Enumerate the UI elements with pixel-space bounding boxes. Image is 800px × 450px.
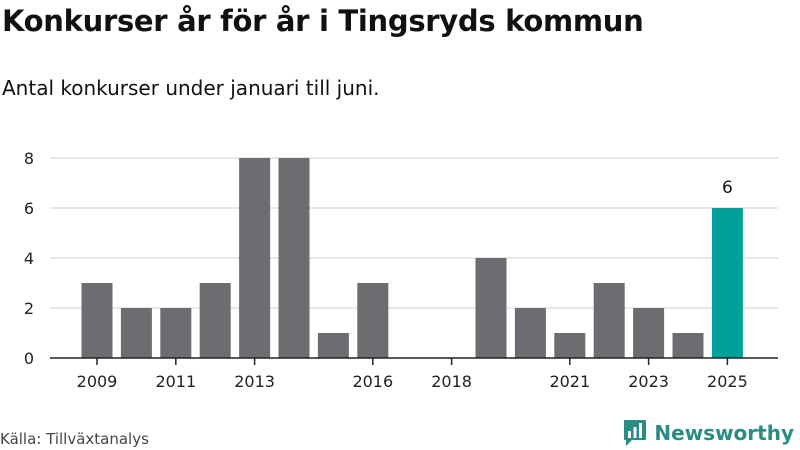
newsworthy-bar-chart-logo-icon <box>624 420 647 446</box>
y-tick-label: 0 <box>24 349 34 368</box>
y-tick-label: 4 <box>24 249 34 268</box>
bar <box>475 258 507 358</box>
x-tick-label: 2016 <box>352 372 393 391</box>
x-tick-label: 2013 <box>234 372 275 391</box>
brand-name: Newsworthy <box>654 421 794 445</box>
bar <box>81 283 113 358</box>
y-tick-label: 2 <box>24 299 34 318</box>
bar-chart: 0 2 4 6 8 6 2009 2011 2013 2016 2018 2021 2023 2025 <box>24 149 778 391</box>
x-tick-label: 2023 <box>628 372 669 391</box>
bar <box>554 333 586 358</box>
bar <box>357 283 389 358</box>
labels: 0 2 4 6 8 6 2009 2011 2013 2016 2018 2021 2023 2025 <box>24 149 748 391</box>
chart-title: Konkurser år för år i Tingsryds kommun <box>2 4 644 38</box>
bar <box>593 283 625 358</box>
data-label: 6 <box>722 178 733 198</box>
source-note: Källa: Tillväxtanalys <box>0 430 149 448</box>
bar <box>278 158 310 358</box>
bar <box>120 308 152 358</box>
bar <box>514 308 546 358</box>
axes <box>50 357 778 365</box>
bar <box>160 308 192 358</box>
x-tick-label: 2009 <box>77 372 118 391</box>
x-tick-label: 2011 <box>155 372 196 391</box>
bar <box>199 283 231 358</box>
bar-highlight <box>711 208 743 358</box>
x-tick-label: 2018 <box>431 372 472 391</box>
bars <box>81 158 743 358</box>
bar <box>239 158 271 358</box>
bar <box>633 308 665 358</box>
x-tick-label: 2025 <box>707 372 748 391</box>
y-tick-label: 6 <box>24 199 34 218</box>
chart-subtitle: Antal konkurser under januari till juni. <box>2 76 380 100</box>
bar <box>672 333 704 358</box>
newsworthy-brand[interactable]: Newsworthy <box>623 419 794 447</box>
bar <box>317 333 349 358</box>
x-tick-label: 2021 <box>549 372 590 391</box>
gridlines <box>50 157 778 309</box>
y-tick-label: 8 <box>24 149 34 168</box>
